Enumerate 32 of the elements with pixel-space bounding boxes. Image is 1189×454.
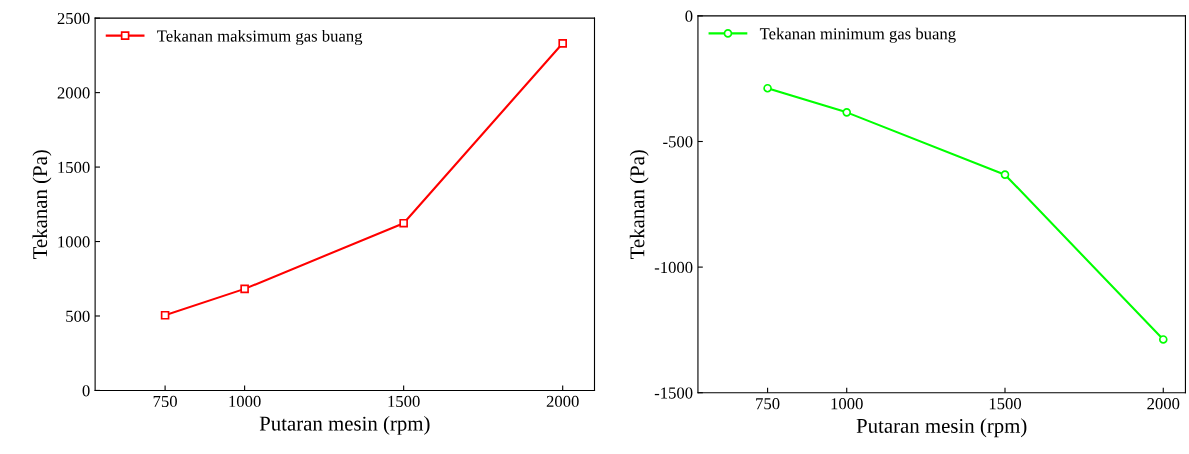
- legend-label: Tekanan maksimum gas buang: [157, 29, 363, 46]
- y-tick-label: 0: [685, 10, 693, 22]
- point: [763, 83, 772, 93]
- y-tick-label: 1000: [58, 236, 90, 248]
- x-tick-label: 1500: [388, 395, 420, 408]
- x-tick-label: 2000: [1147, 398, 1180, 410]
- point: [399, 218, 408, 228]
- point: [240, 284, 249, 294]
- point: [1000, 170, 1010, 179]
- y-tick-label: -1500: [654, 387, 693, 399]
- x-tick-label: 1000: [831, 398, 863, 410]
- y-tick-label: -500: [663, 136, 693, 148]
- x-tick-label: 2000: [546, 395, 579, 408]
- y-axis-title: Tekanan (Pa): [629, 150, 649, 260]
- point: [558, 39, 567, 48]
- x-tick-label: 1500: [989, 398, 1022, 410]
- x-axis-title: Putaran mesin (rpm): [856, 418, 1027, 438]
- legend-label: Tekanan minimum gas buang: [759, 27, 956, 43]
- y-axis-title: Tekanan (Pa): [32, 150, 52, 260]
- x-tick-label: 1000: [229, 395, 261, 408]
- y-tick-label: 2000: [57, 87, 90, 99]
- y-tick-label: 0: [82, 385, 90, 397]
- point: [160, 310, 170, 320]
- x-axis-title: Putaran mesin (rpm): [259, 415, 430, 435]
- x-tick-label: 750: [756, 398, 780, 410]
- y-tick-label: 1500: [58, 161, 90, 174]
- y-tick-label: 500: [66, 310, 90, 322]
- y-tick-label: -1000: [654, 261, 693, 274]
- point: [842, 108, 852, 117]
- point: [1158, 335, 1168, 344]
- y-tick-label: 2500: [57, 12, 90, 25]
- x-tick-label: 750: [153, 395, 177, 408]
